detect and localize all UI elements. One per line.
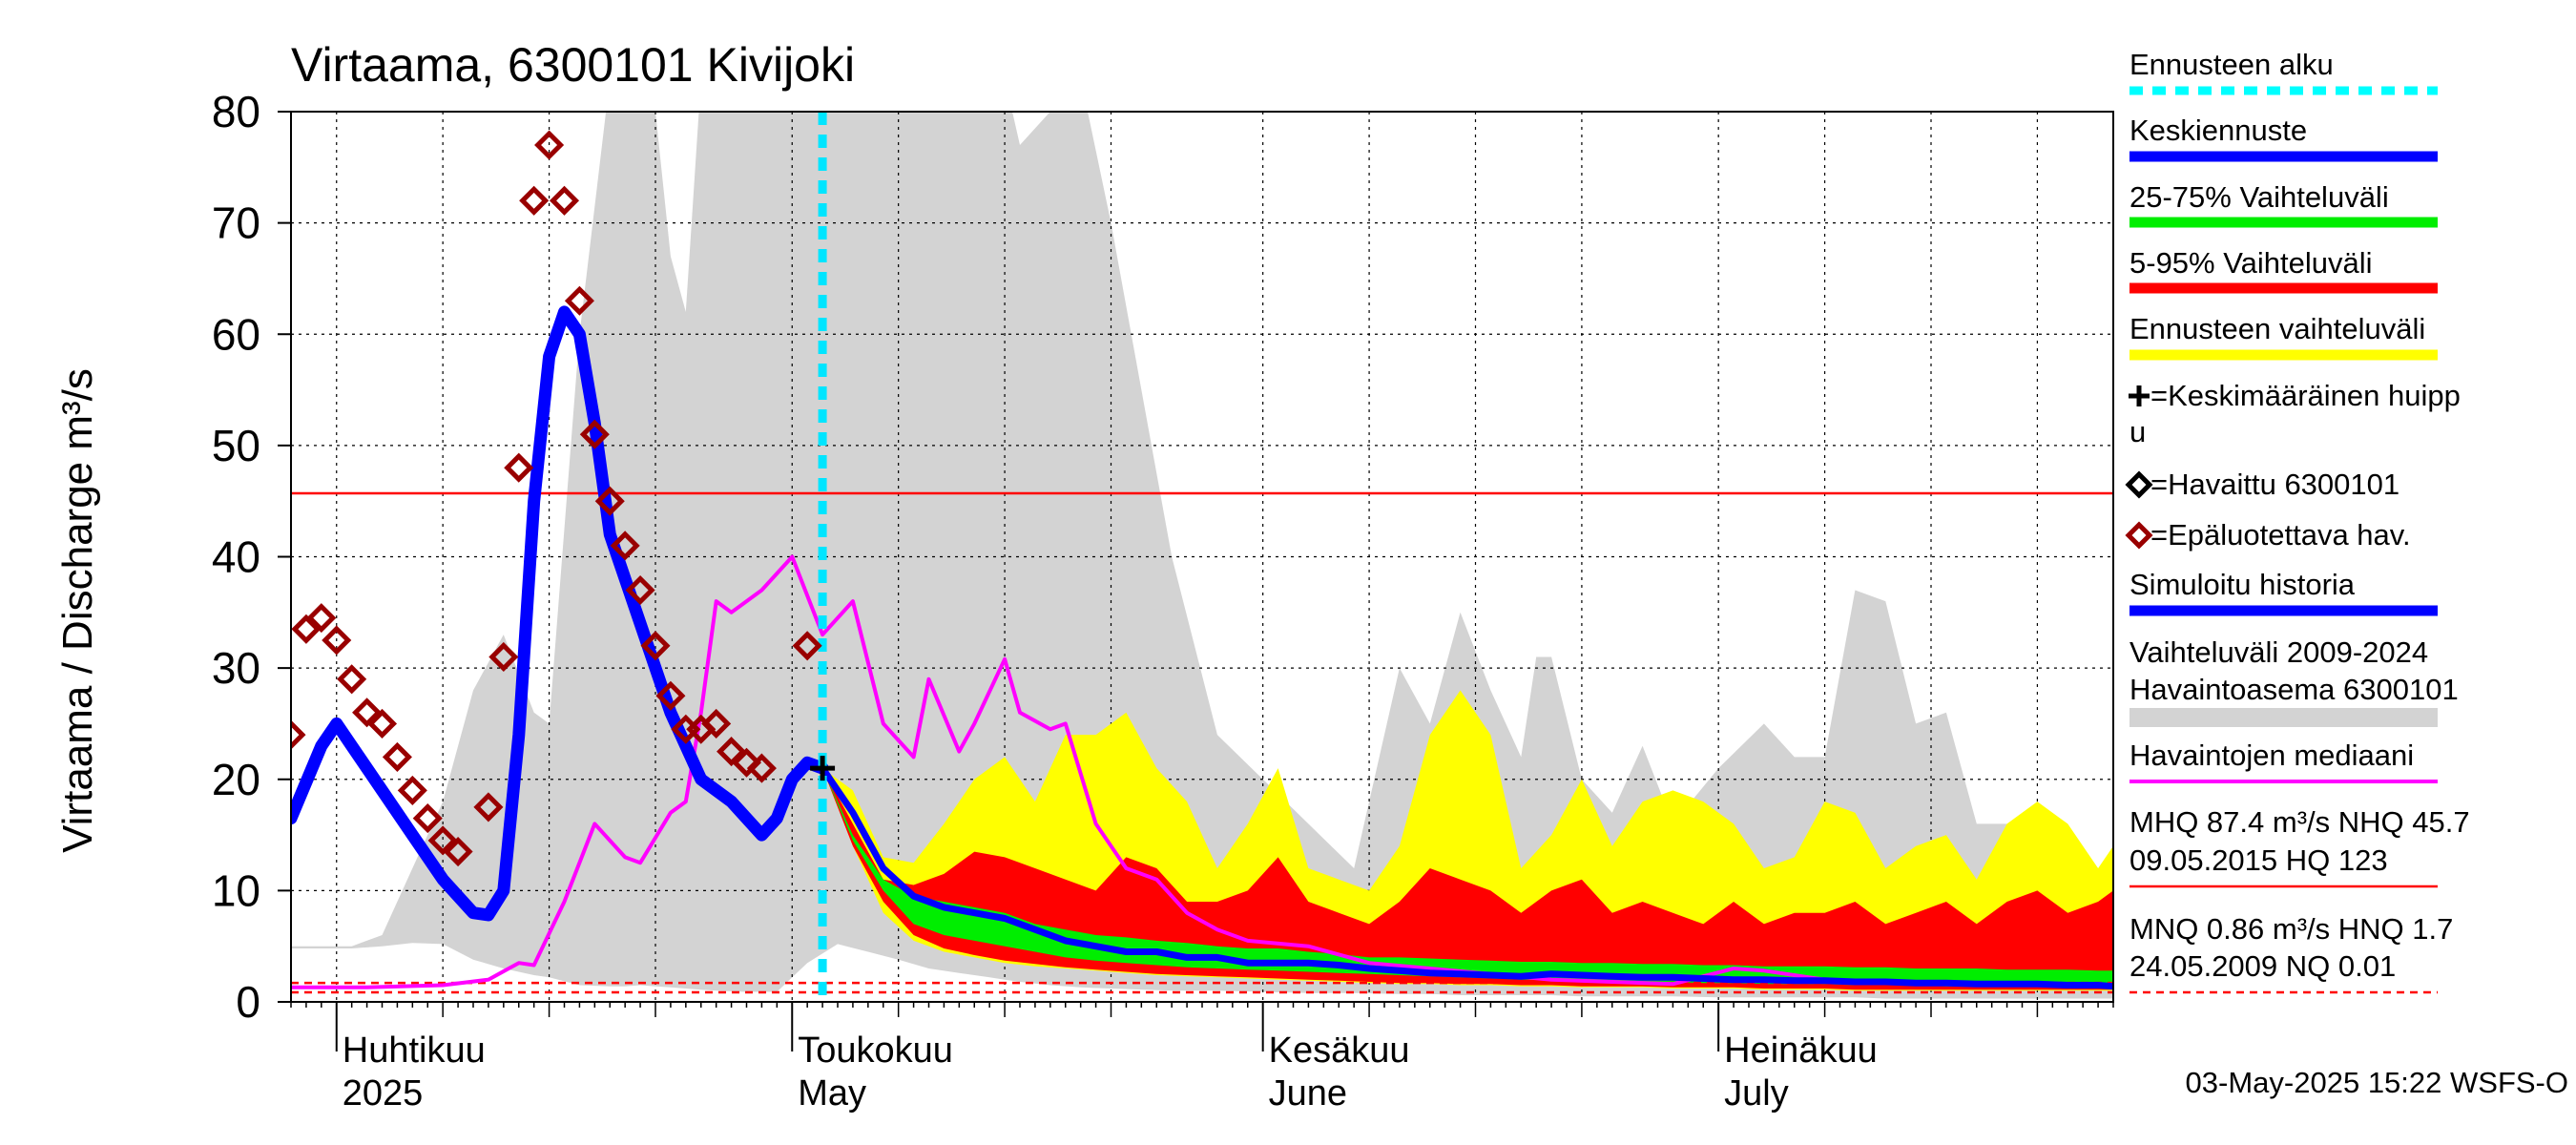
x-tick-label: June [1269, 1073, 1347, 1114]
x-tick-label: July [1724, 1073, 1789, 1114]
y-tick-label: 40 [212, 532, 260, 582]
legend-item: Simuloitu historia [2129, 568, 2438, 616]
plot-series-layer [291, 112, 2113, 1002]
legend-diamond-swatch [2125, 470, 2153, 499]
legend-label: =Havaittu 6300101 [2150, 468, 2399, 501]
legend-item: =Epäluotettava hav. [2125, 518, 2411, 552]
unreliable-observation-marker [366, 708, 398, 739]
legend-label: Havaintoasema 6300101 [2129, 673, 2459, 706]
legend-label: Havaintojen mediaani [2129, 739, 2414, 772]
legend-label: 09.05.2015 HQ 123 [2129, 843, 2388, 877]
legend-label: MNQ 0.86 m³/s HNQ 1.7 [2129, 912, 2453, 946]
legend-item: Ennusteen alku [2129, 48, 2438, 95]
legend-label: Ennusteen vaihteluväli [2129, 312, 2425, 345]
y-tick-label: 60 [212, 309, 260, 359]
legend-plus-swatch [2129, 385, 2150, 406]
legend-label: 25-75% Vaihteluväli [2129, 180, 2389, 214]
legend-item: MHQ 87.4 m³/s NHQ 45.7 09.05.2015 HQ 123 [2129, 805, 2470, 888]
unreliable-observation-marker [549, 185, 580, 216]
legend-label: u [2129, 415, 2146, 448]
legend-label: Simuloitu historia [2129, 568, 2356, 601]
y-tick-label: 50 [212, 421, 260, 470]
observed-median-line [291, 554, 2113, 989]
unreliable-observation-marker [352, 697, 383, 728]
unreliable-observation-marker [291, 614, 322, 644]
unreliable-observation-marker [397, 775, 427, 805]
legend-item: 5-95% Vaihteluväli [2129, 246, 2438, 294]
unreliable-observation-marker [504, 452, 534, 483]
x-tick-label: 2025 [343, 1073, 424, 1114]
unreliable-observation-marker [792, 631, 822, 661]
x-tick-label: Heinäkuu [1724, 1030, 1878, 1071]
legend-diamond-swatch [2125, 521, 2153, 550]
legend-item: Havaintojen mediaani [2129, 739, 2438, 783]
chart-title: Virtaama, 6300101 Kivijoki [291, 38, 855, 92]
y-tick-label: 80 [212, 87, 260, 136]
legend-label: =Epäluotettava hav. [2150, 518, 2411, 552]
unreliable-observation-marker [625, 574, 655, 606]
y-axis-label: Virtaama / Discharge m³/s [54, 368, 101, 853]
x-tick-label: Kesäkuu [1269, 1030, 1410, 1071]
legend-item: 25-75% Vaihteluväli [2129, 180, 2438, 228]
unreliable-observation-marker [427, 825, 458, 856]
unreliable-observation-marker [473, 792, 504, 822]
legend-label: 5-95% Vaihteluväli [2129, 246, 2372, 280]
unreliable-observation-marker [322, 625, 352, 656]
y-tick-label: 70 [212, 198, 260, 248]
unreliable-observation-marker [488, 641, 519, 672]
legend-label: Vaihteluväli 2009-2024 [2129, 635, 2428, 669]
legend-item: Vaihteluväli 2009-2024 Havaintoasema 630… [2129, 635, 2459, 727]
unreliable-observation-marker [594, 486, 625, 516]
legend-item: Ennusteen vaihteluväli [2129, 312, 2438, 361]
y-tick-label: 30 [212, 643, 260, 693]
x-tick-label: May [798, 1073, 866, 1114]
range-5-95-band [822, 768, 2113, 990]
legend-label: Ennusteen alku [2129, 48, 2334, 81]
legend-label: 24.05.2009 NQ 0.01 [2129, 949, 2396, 983]
legend: Ennusteen alku Keskiennuste 25-75% Vaihtel… [2125, 48, 2470, 994]
unreliable-observation-marker [655, 680, 686, 711]
unreliable-observation-marker [746, 753, 777, 783]
unreliable-observation-marker [564, 285, 594, 316]
unreliable-observation-marker [579, 419, 610, 449]
unreliable-observation-marker [412, 803, 443, 834]
unreliable-observation-marker [717, 737, 747, 767]
legend-item: MNQ 0.86 m³/s HNQ 1.724.05.2009 NQ 0.01 [2129, 912, 2453, 994]
legend-label: Keskiennuste [2129, 114, 2307, 147]
unreliable-observation-marker [701, 708, 732, 739]
x-tick-label: Huhtikuu [343, 1030, 486, 1071]
y-tick-label: 20 [212, 755, 260, 804]
unreliable-observation-marker [640, 631, 671, 661]
legend-item: Keskiennuste [2129, 114, 2438, 162]
unreliable-observation-marker [534, 130, 565, 160]
timestamp: 03-May-2025 15:22 WSFS-O [2186, 1066, 2568, 1099]
legend-label: =Keskimääräinen huipp [2150, 379, 2461, 412]
legend-label: MHQ 87.4 m³/s NHQ 45.7 [2129, 805, 2470, 839]
legend-item: =Havaittu 6300101 [2125, 468, 2399, 501]
unreliable-observation-marker [610, 531, 640, 561]
y-tick-label: 0 [236, 977, 260, 1027]
y-tick-label: 10 [212, 865, 260, 915]
mean-peak-marker [810, 756, 836, 781]
unreliable-observation-marker [519, 185, 550, 216]
unreliable-observation-marker [443, 837, 473, 867]
unreliable-observation-marker [731, 747, 762, 778]
x-tick-label: Toukokuu [798, 1030, 953, 1071]
unreliable-observation-marker [291, 719, 306, 750]
unreliable-observation-marker [382, 741, 412, 772]
mean-forecast-line [819, 764, 2113, 990]
unreliable-observation-marker [337, 664, 367, 695]
unreliable-observation-marker [306, 603, 337, 634]
simulated-history-line [291, 305, 829, 922]
